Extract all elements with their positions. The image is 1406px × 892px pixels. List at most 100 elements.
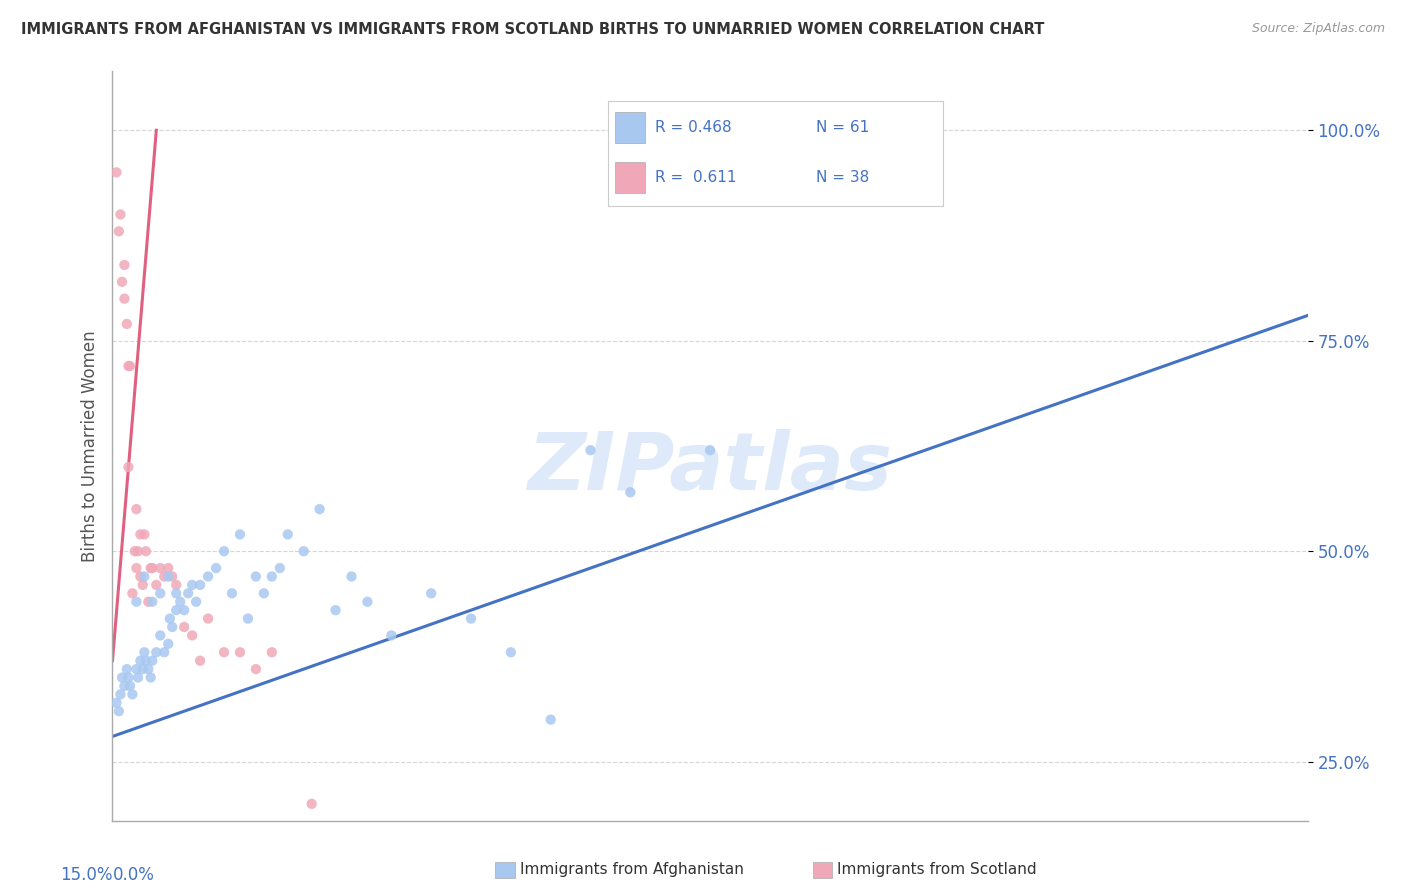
Point	[540, 713, 562, 727]
Point	[114, 292, 135, 306]
Point	[325, 603, 347, 617]
Point	[105, 165, 128, 179]
Point	[139, 671, 162, 685]
Point	[127, 544, 149, 558]
Text: Source: ZipAtlas.com: Source: ZipAtlas.com	[1251, 22, 1385, 36]
Point	[162, 569, 183, 583]
Point	[188, 654, 211, 668]
Point	[139, 561, 162, 575]
Text: Immigrants from Afghanistan: Immigrants from Afghanistan	[520, 863, 744, 877]
Point	[125, 561, 148, 575]
Point	[121, 687, 143, 701]
Point	[181, 578, 204, 592]
Point	[340, 569, 363, 583]
Point	[145, 645, 167, 659]
Point	[197, 611, 219, 625]
Point	[460, 611, 482, 625]
Point	[129, 527, 152, 541]
Point	[212, 544, 235, 558]
Point	[118, 359, 141, 373]
Point	[157, 561, 180, 575]
Point	[118, 679, 141, 693]
Point	[138, 662, 160, 676]
Point	[499, 645, 522, 659]
Point	[177, 586, 200, 600]
Point	[420, 586, 443, 600]
Point	[169, 595, 191, 609]
Point	[125, 662, 148, 676]
Point	[141, 561, 163, 575]
Point	[292, 544, 315, 558]
Point	[245, 662, 267, 676]
Point	[141, 654, 163, 668]
Point	[110, 687, 132, 701]
Point	[108, 704, 131, 718]
Point	[205, 561, 228, 575]
Point	[277, 527, 299, 541]
Point	[129, 654, 152, 668]
Point	[132, 662, 155, 676]
Point	[269, 561, 291, 575]
Point	[149, 561, 172, 575]
Point	[105, 696, 128, 710]
Point	[181, 628, 204, 642]
Point	[157, 637, 180, 651]
Point	[129, 569, 152, 583]
Point	[134, 569, 156, 583]
Point	[145, 578, 167, 592]
Point	[111, 671, 134, 685]
Point	[114, 679, 135, 693]
Point	[135, 544, 157, 558]
Point	[115, 662, 138, 676]
Point	[253, 586, 276, 600]
Point	[173, 603, 195, 617]
Point	[124, 544, 146, 558]
Point	[186, 595, 208, 609]
Point	[108, 224, 131, 238]
Point	[132, 578, 155, 592]
Point	[125, 595, 148, 609]
Point	[162, 620, 183, 634]
Point	[153, 569, 176, 583]
Text: IMMIGRANTS FROM AFGHANISTAN VS IMMIGRANTS FROM SCOTLAND BIRTHS TO UNMARRIED WOME: IMMIGRANTS FROM AFGHANISTAN VS IMMIGRANT…	[21, 22, 1045, 37]
Point	[134, 645, 156, 659]
Point	[157, 569, 180, 583]
Text: 15.0%: 15.0%	[60, 865, 112, 884]
Text: Immigrants from Scotland: Immigrants from Scotland	[837, 863, 1036, 877]
Point	[308, 502, 330, 516]
Point	[141, 595, 163, 609]
Point	[125, 502, 148, 516]
Point	[115, 317, 138, 331]
Point	[153, 645, 176, 659]
Point	[117, 671, 139, 685]
Point	[212, 645, 235, 659]
Point	[229, 527, 252, 541]
Point	[188, 578, 211, 592]
Point	[134, 527, 156, 541]
Point	[245, 569, 267, 583]
Point	[173, 620, 195, 634]
Point	[117, 460, 139, 475]
Point	[111, 275, 134, 289]
Point	[165, 578, 187, 592]
Point	[260, 645, 283, 659]
Point	[127, 671, 149, 685]
Point	[236, 611, 259, 625]
Point	[149, 628, 172, 642]
Point	[356, 595, 378, 609]
Text: 0.0%: 0.0%	[112, 865, 155, 884]
Point	[221, 586, 243, 600]
Point	[699, 443, 721, 458]
Point	[165, 586, 187, 600]
Point	[301, 797, 323, 811]
Point	[260, 569, 283, 583]
Point	[114, 258, 135, 272]
Point	[121, 586, 143, 600]
Point	[135, 654, 157, 668]
Point	[579, 443, 602, 458]
Point	[197, 569, 219, 583]
Y-axis label: Births to Unmarried Women: Births to Unmarried Women	[80, 330, 98, 562]
Point	[159, 611, 181, 625]
Text: ZIPatlas: ZIPatlas	[527, 429, 893, 508]
Point	[110, 207, 132, 221]
